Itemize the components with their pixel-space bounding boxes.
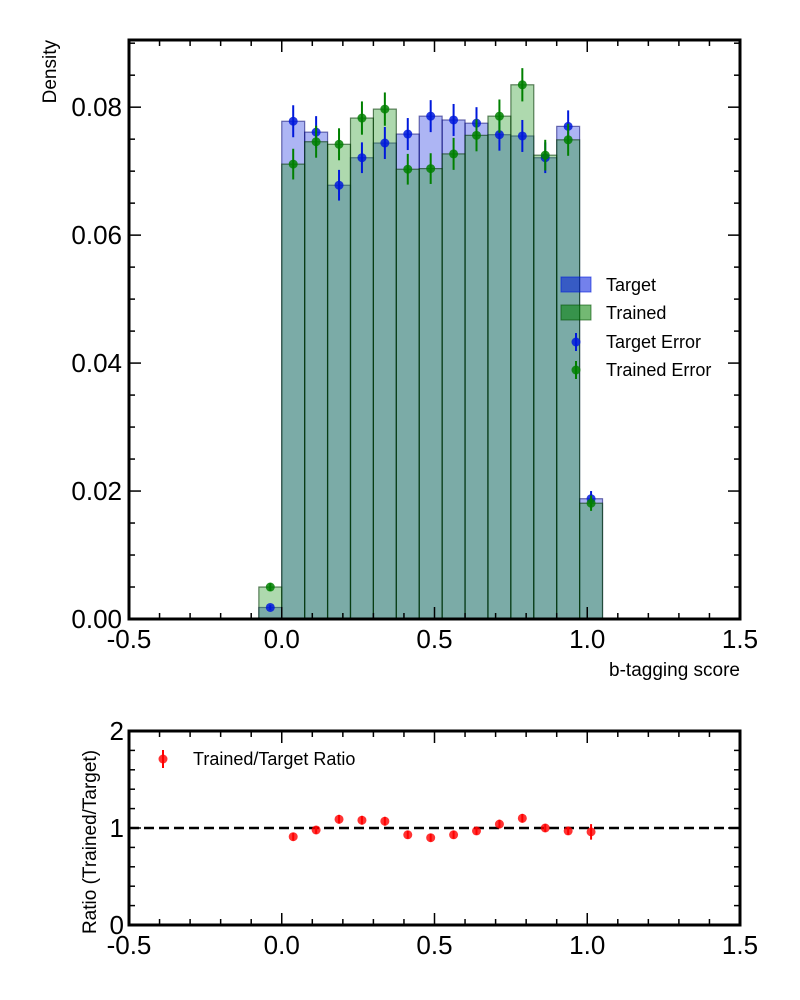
legend-label-trained-error: Trained Error — [606, 360, 711, 380]
legend-marker-trained-error — [571, 365, 581, 375]
trained-error-point — [563, 135, 573, 145]
target-error-point — [403, 129, 413, 139]
ratio-point — [517, 813, 527, 823]
ratio-point — [311, 825, 321, 835]
trained-bar — [510, 84, 535, 620]
trained-bar — [349, 117, 374, 620]
trained-bar — [395, 168, 420, 620]
trained-error-point — [494, 111, 504, 121]
ratio-x-tick-label: 0.0 — [264, 930, 300, 960]
legend-marker-target-error — [571, 337, 581, 347]
trained-bar — [304, 141, 329, 620]
y-tick-label: 0.06 — [71, 220, 122, 250]
trained-error-point — [288, 159, 298, 169]
target-error-point — [334, 180, 344, 190]
ratio-y-tick-label: 1 — [110, 813, 124, 843]
x-tick-label: 0.5 — [416, 624, 452, 654]
ratio-point — [403, 830, 413, 840]
trained-error-point — [586, 498, 596, 508]
trained-error-point — [449, 149, 459, 159]
density-plot-frame — [127, 38, 742, 621]
ratio-x-tick-label: 0.5 — [416, 930, 452, 960]
ratio-points — [288, 813, 596, 843]
trained-error-point — [311, 137, 321, 147]
ratio-tick-labels: -0.5 0.0 0.5 1.0 1.5 0 1 2 — [107, 716, 758, 960]
legend-label-target: Target — [606, 275, 656, 295]
ratio-panel: -0.5 0.0 0.5 1.0 1.5 0 1 2 Ratio (Trained/Targe… — [80, 716, 758, 960]
ratio-y-tick-label: 0 — [110, 910, 124, 940]
legend-swatch-target — [560, 276, 592, 293]
target-error-point — [357, 153, 367, 163]
legend-swatch-trained — [560, 304, 592, 321]
ratio-point — [494, 819, 504, 829]
ratio-legend: Trained/Target Ratio — [158, 749, 355, 769]
trained-error-point — [403, 164, 413, 174]
trained-bar — [533, 154, 558, 620]
trained-bar — [281, 163, 306, 620]
trained-error-point — [265, 582, 275, 592]
trained-bar — [579, 502, 604, 620]
trained-error-point — [540, 150, 550, 160]
ratio-point — [449, 830, 459, 840]
trained-bar — [464, 134, 489, 620]
target-error-point — [517, 131, 527, 141]
x-tick-label: 1.0 — [569, 624, 605, 654]
y-tick-label: 0.08 — [71, 92, 122, 122]
ratio-x-tick-label: 1.0 — [569, 930, 605, 960]
trained-error-point — [426, 164, 436, 174]
x-axis-label: b-tagging score — [609, 660, 740, 681]
legend-label-target-error: Target Error — [606, 332, 701, 352]
x-tick-label: -0.5 — [107, 624, 152, 654]
trained-error-point — [357, 113, 367, 123]
ratio-point — [540, 823, 550, 833]
trained-bar — [441, 153, 466, 620]
ratio-x-tick-label: 1.5 — [722, 930, 758, 960]
trained-bar — [487, 115, 512, 620]
x-tick-label: 1.5 — [722, 624, 758, 654]
y-tick-label: 0.02 — [71, 476, 122, 506]
target-error-point — [380, 138, 390, 148]
ratio-x-tick-label: -0.5 — [107, 930, 152, 960]
ratio-point — [472, 826, 482, 836]
density-legend: Target Trained Target Error Trained Erro… — [560, 275, 711, 380]
ratio-point — [380, 816, 390, 826]
trained-bars — [258, 84, 604, 620]
trained-error-bars — [265, 68, 596, 592]
target-error-point — [426, 111, 436, 121]
density-tick-labels: -0.5 0.0 0.5 1.0 1.5 0.00 0.02 0.04 0.06 0.08 — [71, 92, 758, 654]
ratio-point — [563, 826, 573, 836]
ratio-y-axis-label: Ratio (Trained/Target) — [80, 750, 101, 934]
target-error-point — [494, 130, 504, 140]
trained-bar — [372, 108, 397, 620]
ratio-point — [426, 833, 436, 843]
trained-bar — [418, 167, 443, 620]
legend-marker-ratio — [158, 754, 168, 764]
trained-error-point — [472, 130, 482, 140]
ratio-plot-frame — [127, 729, 742, 927]
y-tick-label: 0.00 — [71, 604, 122, 634]
density-panel: -0.5 0.0 0.5 1.0 1.5 0.00 0.02 0.04 0.06 0.08 b-t… — [40, 38, 758, 681]
trained-error-point — [380, 104, 390, 114]
ratio-point — [288, 832, 298, 842]
target-error-point — [449, 115, 459, 125]
x-tick-label: 0.0 — [264, 624, 300, 654]
y-tick-label: 0.04 — [71, 348, 122, 378]
ratio-point — [334, 814, 344, 824]
ratio-point — [586, 827, 596, 837]
target-error-point — [265, 602, 275, 612]
trained-bar — [556, 139, 581, 620]
ratio-y-tick-label: 2 — [110, 716, 124, 746]
trained-error-point — [517, 80, 527, 90]
trained-error-point — [334, 139, 344, 149]
legend-label-trained: Trained — [606, 303, 666, 323]
legend-label-ratio: Trained/Target Ratio — [193, 749, 355, 769]
ratio-point — [357, 815, 367, 825]
trained-bar — [326, 143, 352, 620]
y-axis-label: Density — [40, 40, 61, 104]
target-error-point — [288, 116, 298, 126]
